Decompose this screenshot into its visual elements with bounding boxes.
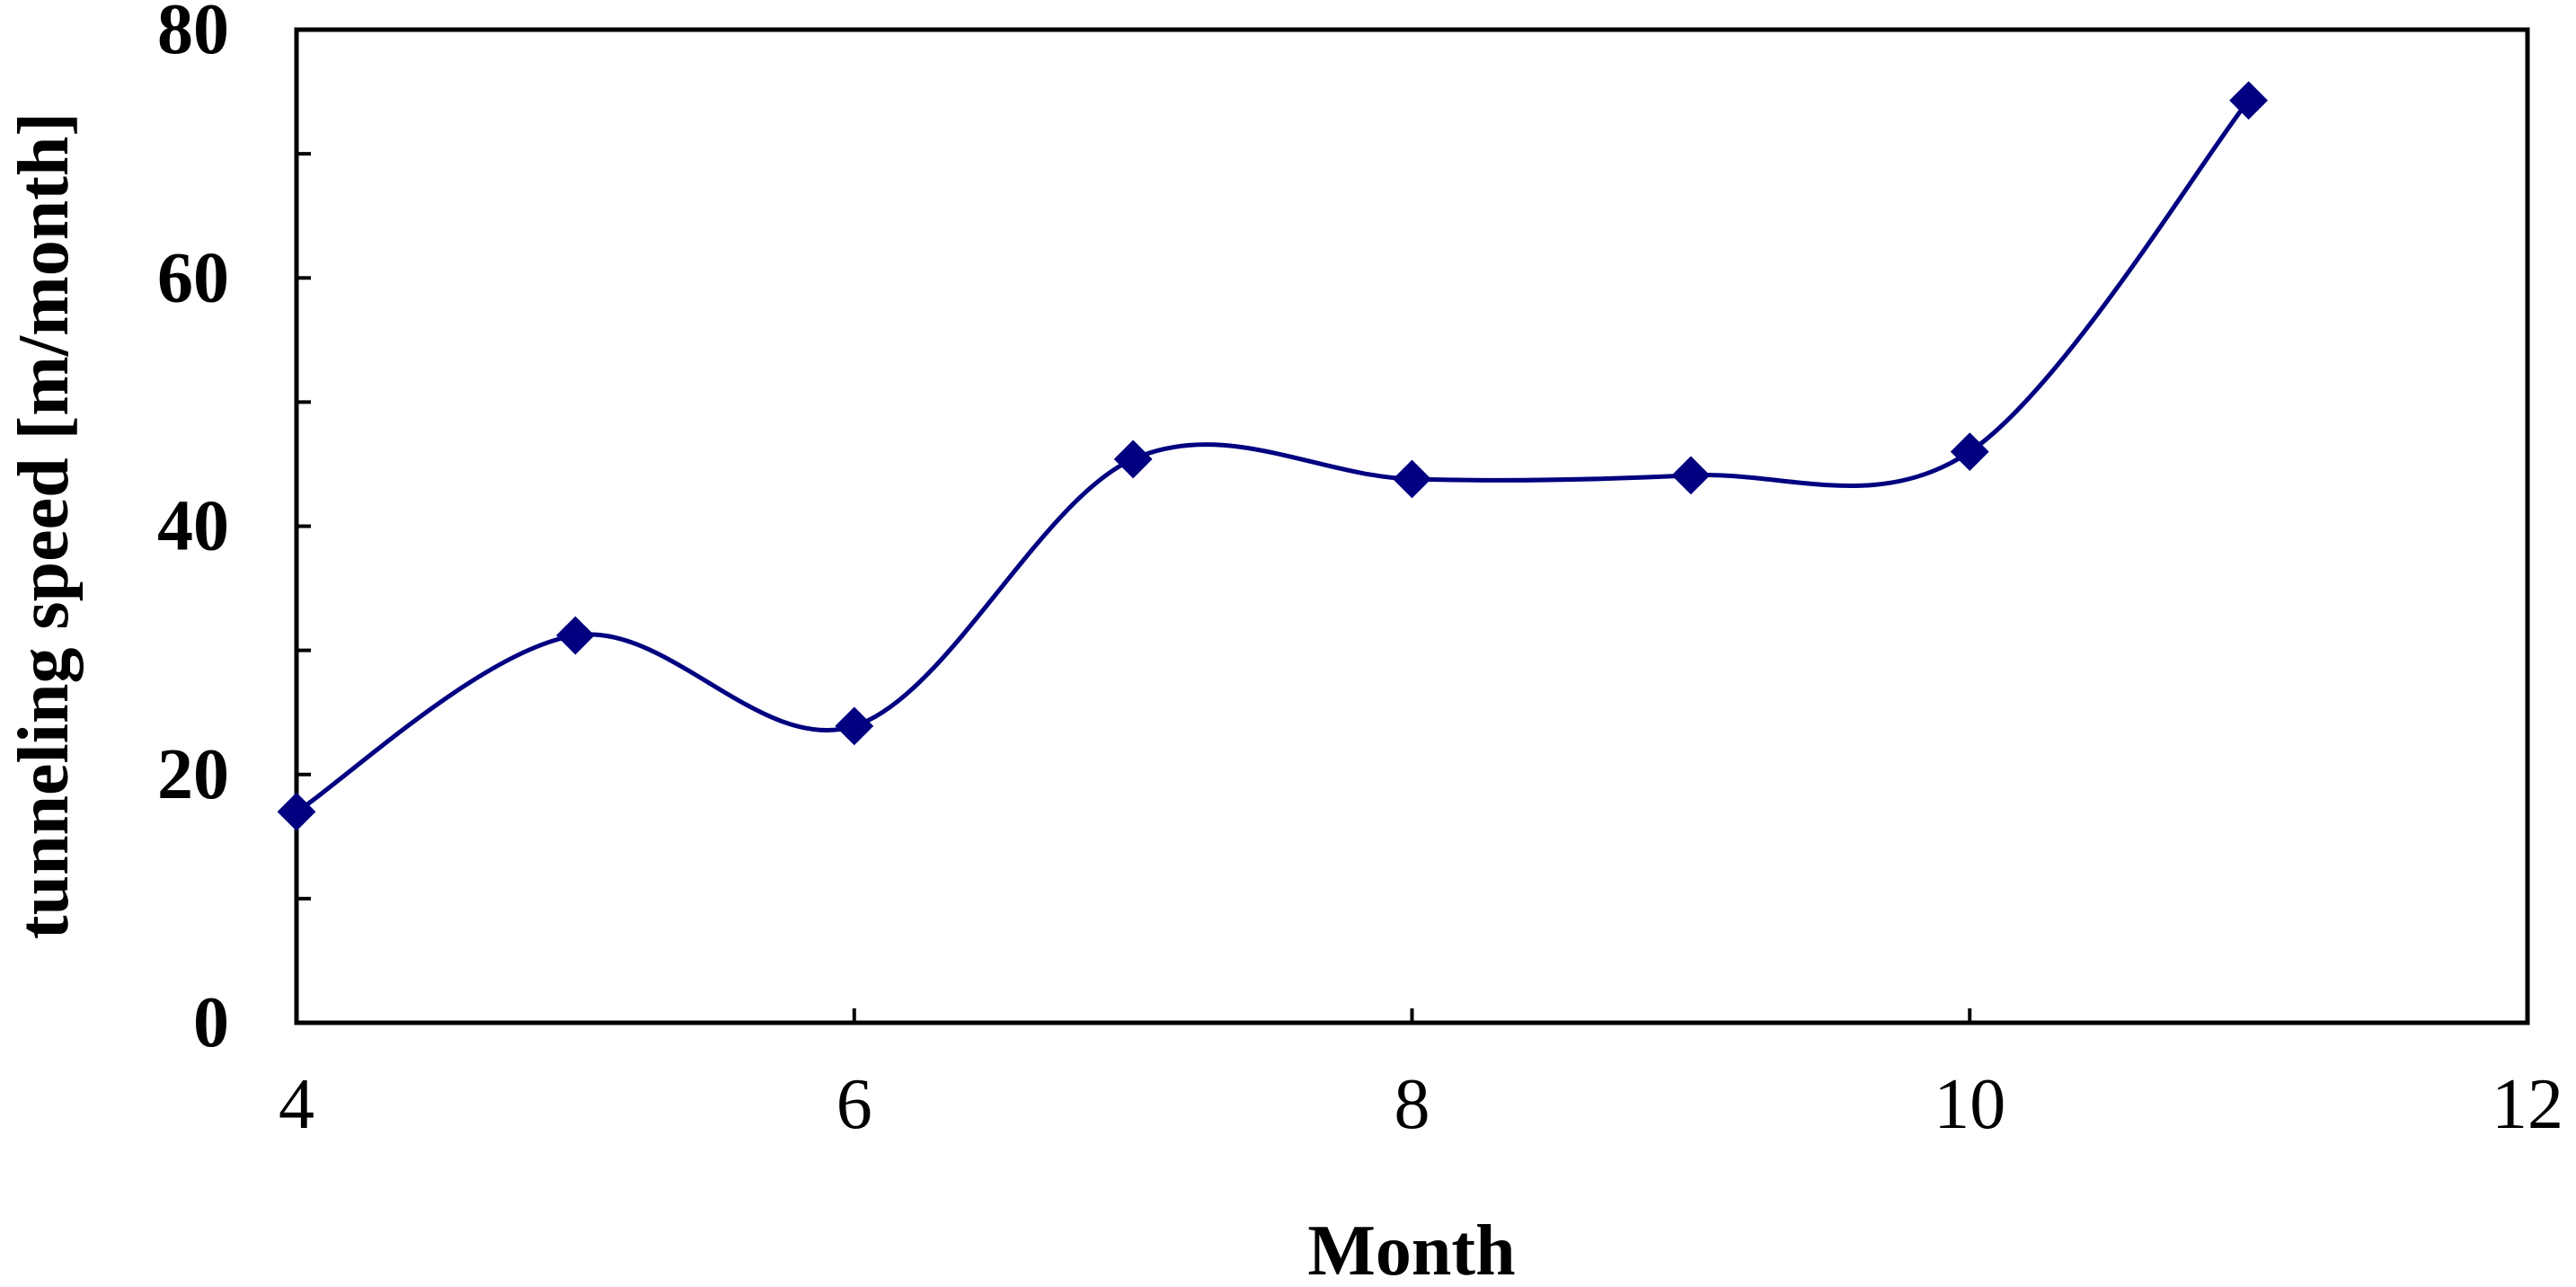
y-tick-label: 60: [157, 238, 229, 317]
y-tick-label: 80: [157, 0, 229, 69]
data-point-marker: [1113, 439, 1153, 479]
data-point-marker: [1393, 459, 1431, 499]
x-tick-label: 6: [837, 1065, 872, 1144]
data-point-marker: [835, 706, 874, 746]
y-axis: 0 20 40 60 80: [157, 0, 311, 1062]
x-tick-label: 4: [279, 1065, 314, 1144]
data-point-marker: [555, 616, 595, 655]
x-axis: 4 6 8 10 12: [279, 1008, 2563, 1144]
y-tick-label: 40: [157, 487, 229, 566]
y-axis-title: tunneling speed [m/month]: [4, 112, 84, 939]
data-point-marker: [1950, 432, 1989, 472]
y-tick-label: 20: [157, 735, 229, 814]
x-tick-label: 8: [1394, 1065, 1430, 1144]
y-tick-label: 0: [193, 983, 229, 1062]
series-layer: [277, 81, 2269, 831]
data-point-marker: [2229, 81, 2269, 120]
data-point-marker: [1671, 456, 1711, 495]
x-tick-label: 10: [1934, 1065, 2005, 1144]
x-tick-label: 12: [2492, 1065, 2563, 1144]
x-axis-title: Month: [1307, 1212, 1515, 1283]
data-point-marker: [277, 792, 316, 831]
